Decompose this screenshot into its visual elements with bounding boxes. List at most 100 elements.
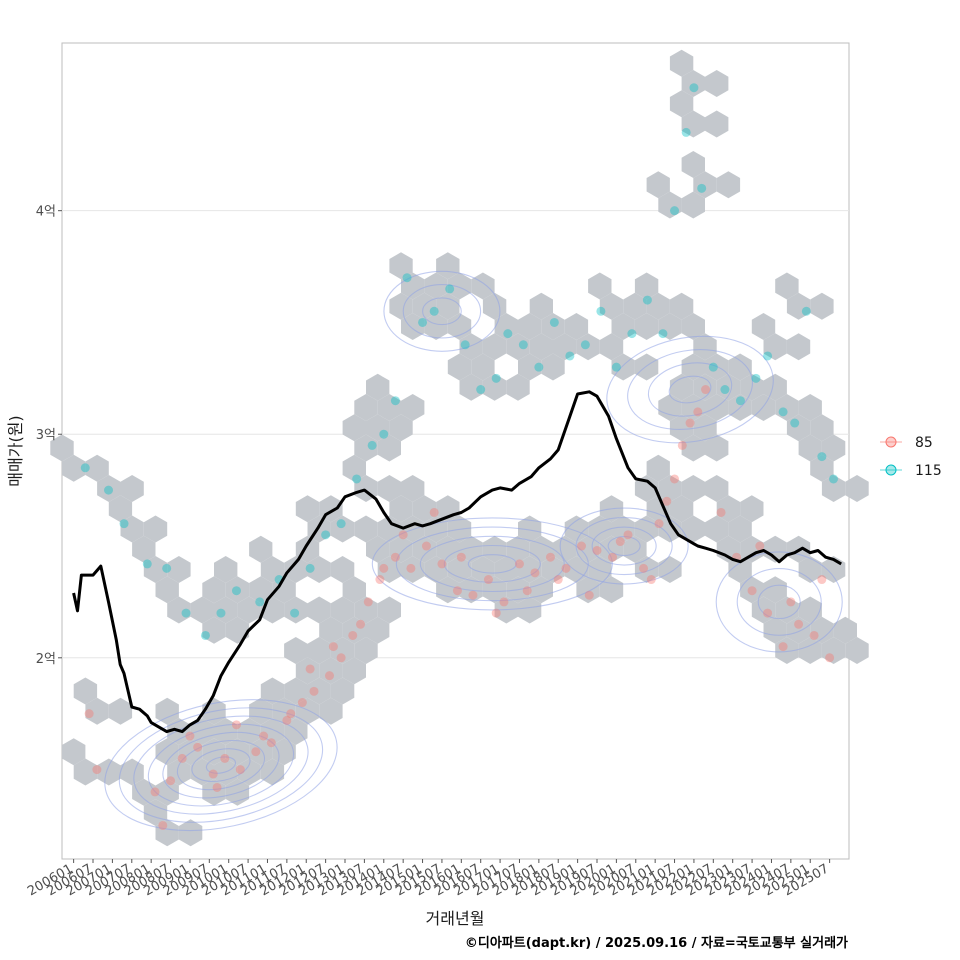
data-point-115 bbox=[503, 329, 513, 339]
data-point-115 bbox=[390, 396, 400, 406]
data-point-115 bbox=[627, 329, 637, 339]
hexbin-cell bbox=[272, 576, 296, 604]
hexbin-cell bbox=[471, 353, 495, 381]
density-contour bbox=[147, 723, 295, 807]
hexbin-layer bbox=[50, 49, 869, 847]
data-point-85 bbox=[398, 530, 408, 540]
hexbin-cell bbox=[658, 313, 682, 340]
hexbin-cell bbox=[155, 576, 179, 604]
data-point-115 bbox=[801, 306, 811, 316]
hexbin-cell bbox=[518, 313, 542, 340]
hexbin-cell bbox=[588, 556, 612, 583]
hexbin-cell bbox=[389, 495, 413, 523]
hexbin-cell bbox=[284, 637, 308, 664]
hexbin-cell bbox=[740, 495, 764, 523]
density-contour bbox=[402, 284, 482, 339]
legend-entry-85[interactable]: 85 bbox=[880, 435, 933, 451]
data-point-115 bbox=[491, 373, 501, 383]
hexbin-cell bbox=[763, 535, 787, 563]
hexbin-cell bbox=[412, 535, 437, 563]
hexbin-cell bbox=[459, 576, 483, 604]
hexbin-cell bbox=[366, 373, 390, 401]
density-contour bbox=[647, 362, 733, 417]
data-point-115 bbox=[290, 608, 300, 618]
data-point-115 bbox=[778, 407, 788, 417]
data-point-115 bbox=[596, 306, 606, 316]
data-point-115 bbox=[402, 273, 412, 283]
data-point-85 bbox=[251, 747, 261, 757]
data-point-115 bbox=[80, 463, 90, 473]
data-point-85 bbox=[654, 519, 664, 529]
hexbin-cell bbox=[62, 738, 86, 766]
data-point-115 bbox=[231, 586, 241, 596]
data-point-115 bbox=[104, 485, 114, 495]
hexbin-cell bbox=[798, 394, 822, 421]
data-point-115 bbox=[580, 340, 590, 350]
hexbin-cell bbox=[518, 556, 542, 583]
data-point-85 bbox=[561, 563, 571, 573]
hexbin-cell bbox=[798, 596, 822, 624]
data-point-85 bbox=[677, 440, 687, 450]
hexbin-cell bbox=[798, 637, 822, 664]
hexbin-cell bbox=[354, 515, 378, 543]
hexbin-cell bbox=[728, 515, 752, 543]
hexbin-cell bbox=[705, 475, 729, 502]
data-point-85 bbox=[701, 385, 711, 395]
hexbin-cell bbox=[272, 697, 296, 725]
hexbin-cell bbox=[167, 596, 191, 624]
hexbin-cell bbox=[798, 556, 822, 583]
data-point-85 bbox=[608, 552, 618, 562]
hexbin-cell bbox=[611, 515, 635, 543]
hexbin-cell bbox=[354, 596, 378, 624]
hexbin-cell bbox=[494, 313, 518, 340]
hexbin-cell bbox=[178, 819, 203, 847]
hexbin-cell bbox=[786, 414, 811, 442]
hexbin-cell bbox=[143, 556, 168, 583]
hexbin-cell bbox=[775, 596, 799, 624]
data-point-85 bbox=[456, 552, 466, 562]
data-point-85 bbox=[522, 586, 532, 596]
hexbin-cell bbox=[669, 414, 694, 442]
hexbin-cell bbox=[237, 758, 261, 786]
data-point-85 bbox=[286, 709, 296, 719]
density-contour bbox=[606, 335, 774, 444]
hexbin-cell bbox=[775, 272, 799, 300]
legend: 85 115 bbox=[880, 435, 942, 479]
hexbin-cell bbox=[284, 718, 308, 745]
hexbin-cell bbox=[202, 576, 226, 604]
hexbin-cell bbox=[693, 333, 717, 361]
hexbin-cell bbox=[143, 515, 168, 543]
hexbin-cell bbox=[646, 171, 670, 199]
hexbin-cell bbox=[506, 373, 530, 401]
hexbin-cell bbox=[377, 596, 401, 624]
hexbin-cell bbox=[693, 171, 717, 199]
hexbin-cell bbox=[669, 49, 694, 77]
hexbin-cell bbox=[482, 373, 507, 401]
hexbin-cell bbox=[412, 495, 437, 523]
data-point-85 bbox=[755, 541, 765, 551]
hexbin-cell bbox=[810, 414, 834, 442]
y-axis: 2억 3억 4억 bbox=[36, 205, 62, 667]
hexbin-cell bbox=[705, 515, 729, 543]
hexbin-cell bbox=[155, 778, 179, 806]
data-point-115 bbox=[476, 385, 486, 395]
data-point-115 bbox=[817, 452, 827, 462]
legend-entry-115[interactable]: 115 bbox=[880, 463, 942, 479]
hexbin-cell bbox=[424, 272, 448, 300]
hexbin-cell bbox=[681, 110, 705, 138]
data-point-115 bbox=[518, 340, 528, 350]
hexbin-cell bbox=[740, 535, 764, 563]
data-point-85 bbox=[305, 664, 315, 674]
hexbin-cell bbox=[284, 677, 308, 705]
hexbin-cell bbox=[669, 373, 694, 401]
density-contour bbox=[205, 756, 237, 774]
data-point-85 bbox=[259, 731, 269, 741]
data-point-85 bbox=[763, 608, 773, 618]
hexbin-cell bbox=[73, 677, 98, 705]
hexbin-cell bbox=[716, 171, 741, 199]
hexbin-cell bbox=[401, 313, 425, 340]
hexbin-cell bbox=[681, 191, 705, 219]
data-point-85 bbox=[208, 769, 218, 779]
data-point-85 bbox=[421, 541, 431, 551]
density-contour bbox=[419, 535, 565, 593]
